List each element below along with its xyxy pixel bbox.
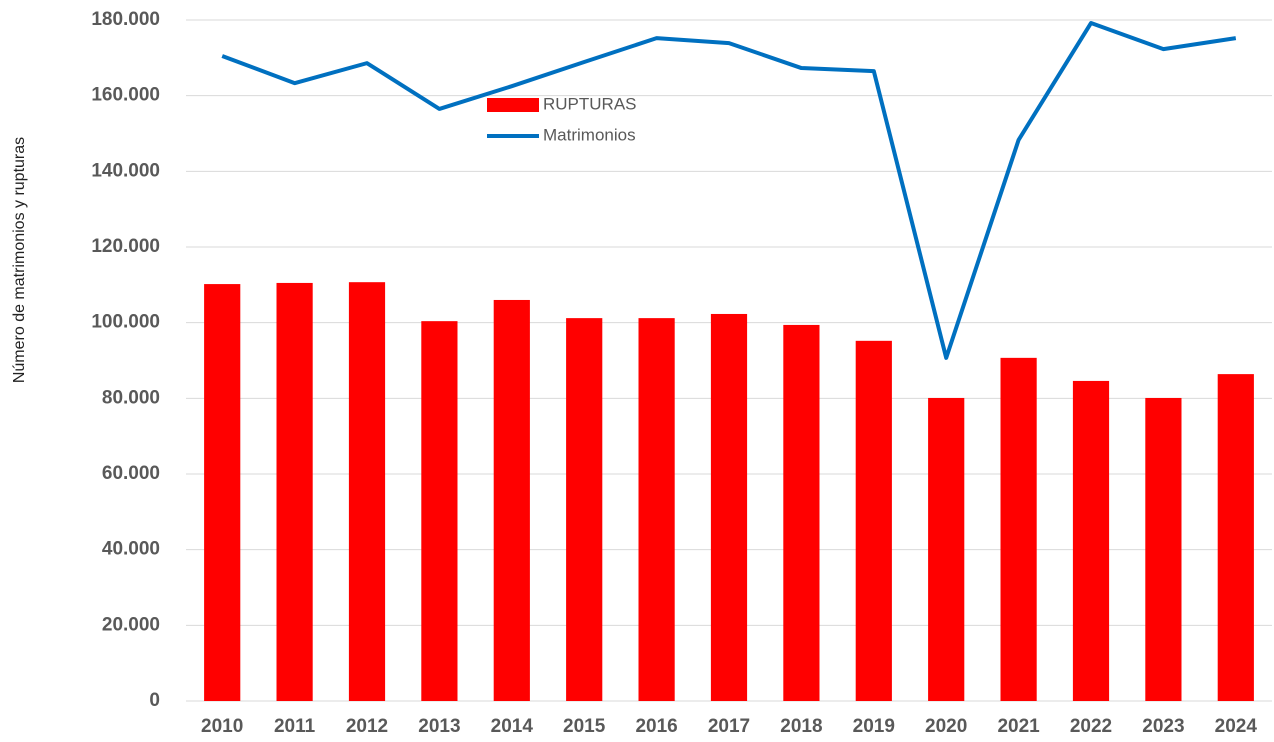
y-tick-label: 0 — [149, 690, 160, 711]
x-tick-label: 2018 — [780, 716, 822, 737]
bar — [348, 282, 386, 701]
x-tick-label: 2022 — [1070, 716, 1112, 737]
y-tick-label: 80.000 — [102, 387, 160, 408]
x-tick-label: 2023 — [1142, 716, 1184, 737]
x-tick-label: 2014 — [491, 716, 534, 737]
y-tick-label: 140.000 — [91, 160, 160, 181]
bar — [710, 313, 748, 701]
y-tick-label: 160.000 — [91, 85, 160, 106]
y-tick-label: 40.000 — [102, 539, 160, 560]
x-tick-label: 2011 — [274, 716, 316, 737]
y-tick-label: 60.000 — [102, 463, 160, 484]
bar — [638, 318, 675, 701]
legend-label: RUPTURAS — [543, 94, 637, 113]
x-tick-label: 2012 — [346, 716, 388, 737]
x-tick-label: 2013 — [418, 716, 460, 737]
bar — [928, 397, 965, 701]
x-tick-label: 2015 — [563, 716, 606, 737]
bar — [1217, 374, 1254, 701]
bar — [1000, 357, 1037, 701]
y-axis-label: Número de matrimonios y rupturas — [11, 137, 28, 383]
bar — [204, 284, 241, 701]
x-tick-label: 2019 — [853, 716, 895, 737]
x-tick-label: 2016 — [635, 716, 677, 737]
y-tick-label: 120.000 — [91, 236, 160, 257]
y-tick-label: 180.000 — [91, 9, 160, 30]
bar — [566, 318, 603, 701]
x-tick-label: 2024 — [1215, 716, 1258, 737]
y-tick-label: 100.000 — [91, 312, 160, 333]
bar — [783, 324, 820, 701]
x-tick-label: 2010 — [201, 716, 243, 737]
bar — [1145, 397, 1182, 701]
bar — [855, 340, 892, 701]
x-tick-label: 2020 — [925, 716, 967, 737]
bar — [421, 321, 458, 701]
line — [221, 21, 1237, 360]
x-tick-label: 2017 — [708, 716, 750, 737]
bar — [493, 299, 530, 701]
legend-label: Matrimonios — [543, 125, 636, 144]
bar — [1072, 380, 1110, 701]
bar — [276, 282, 313, 701]
legend-swatch — [487, 98, 539, 112]
x-tick-label: 2021 — [997, 716, 1040, 737]
y-tick-label: 20.000 — [102, 614, 160, 635]
